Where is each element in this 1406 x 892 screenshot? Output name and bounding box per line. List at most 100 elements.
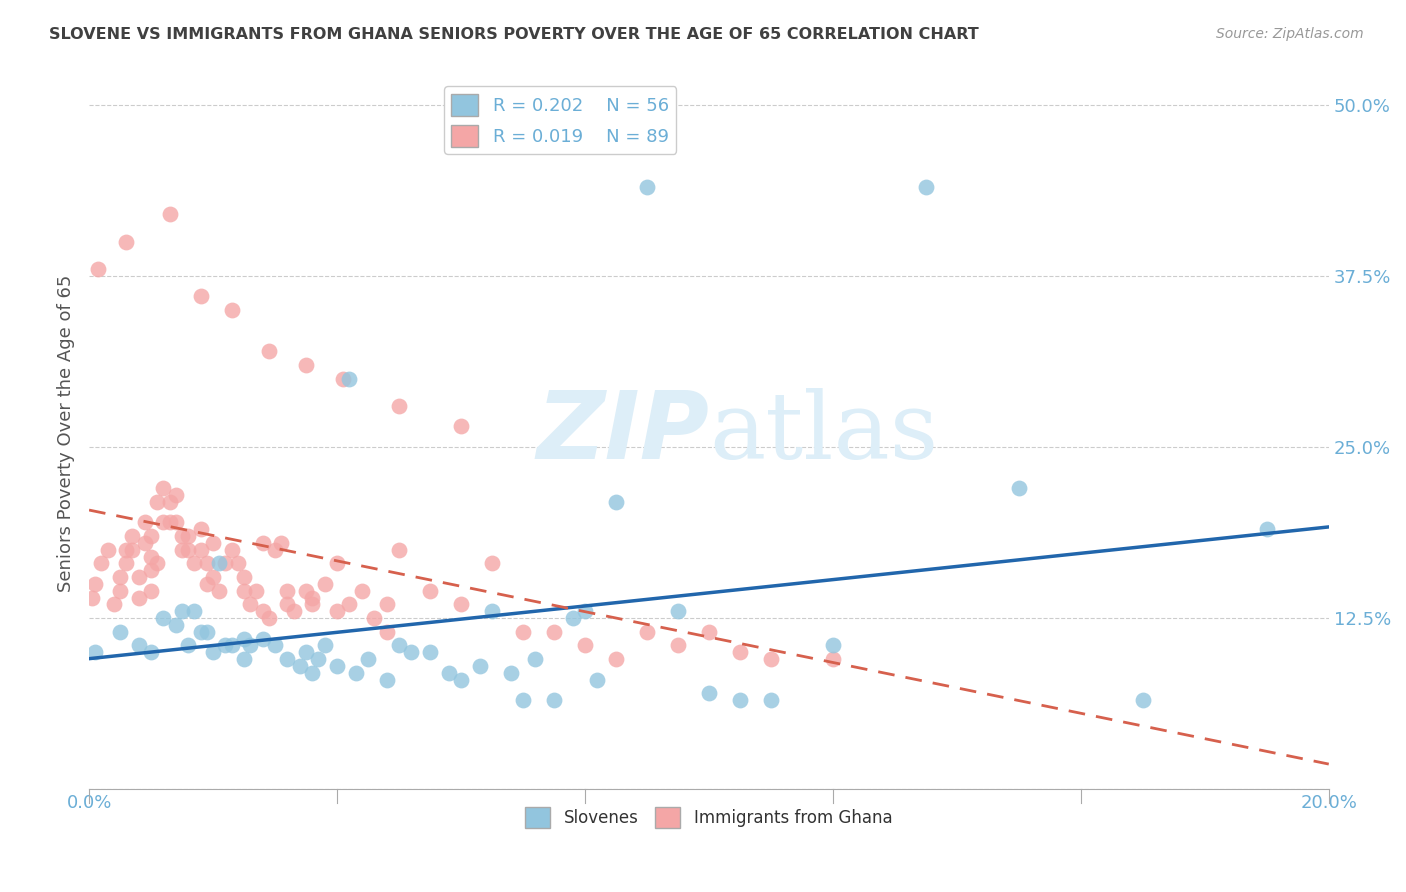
Point	[108, 624, 131, 639]
Point	[190, 624, 212, 639]
Point	[636, 624, 658, 639]
Point	[375, 673, 398, 687]
Point	[128, 591, 150, 605]
Point	[375, 624, 398, 639]
Point	[270, 536, 292, 550]
Point	[152, 611, 174, 625]
Point	[84, 577, 107, 591]
Point	[221, 542, 243, 557]
Point	[1256, 522, 1278, 536]
Point	[208, 557, 231, 571]
Point	[264, 542, 287, 557]
Text: ZIP: ZIP	[536, 387, 709, 479]
Point	[159, 516, 181, 530]
Point	[177, 542, 200, 557]
Point	[697, 686, 720, 700]
Point	[139, 645, 162, 659]
Point	[307, 652, 329, 666]
Point	[165, 488, 187, 502]
Point	[128, 639, 150, 653]
Point	[183, 604, 205, 618]
Point	[202, 570, 225, 584]
Point	[214, 639, 236, 653]
Point	[190, 289, 212, 303]
Point	[288, 659, 311, 673]
Point	[450, 419, 472, 434]
Point	[195, 557, 218, 571]
Point	[165, 516, 187, 530]
Point	[301, 591, 323, 605]
Point	[821, 652, 844, 666]
Point	[574, 639, 596, 653]
Point	[283, 604, 305, 618]
Point	[543, 693, 565, 707]
Point	[177, 639, 200, 653]
Point	[419, 645, 441, 659]
Point	[314, 639, 336, 653]
Y-axis label: Seniors Poverty Over the Age of 65: Seniors Poverty Over the Age of 65	[58, 275, 75, 592]
Point	[450, 598, 472, 612]
Point	[375, 598, 398, 612]
Point	[257, 344, 280, 359]
Point	[190, 522, 212, 536]
Point	[146, 495, 169, 509]
Point	[481, 604, 503, 618]
Point	[90, 557, 112, 571]
Point	[233, 652, 256, 666]
Point	[97, 542, 120, 557]
Point	[233, 632, 256, 646]
Point	[183, 557, 205, 571]
Point	[139, 563, 162, 577]
Point	[87, 262, 110, 277]
Point	[339, 598, 361, 612]
Point	[276, 583, 298, 598]
Point	[450, 673, 472, 687]
Point	[326, 604, 349, 618]
Legend: Slovenes, Immigrants from Ghana: Slovenes, Immigrants from Ghana	[519, 801, 898, 834]
Point	[108, 583, 131, 598]
Point	[605, 495, 627, 509]
Point	[295, 358, 318, 372]
Text: Source: ZipAtlas.com: Source: ZipAtlas.com	[1216, 27, 1364, 41]
Point	[326, 659, 349, 673]
Point	[401, 645, 423, 659]
Text: SLOVENE VS IMMIGRANTS FROM GHANA SENIORS POVERTY OVER THE AGE OF 65 CORRELATION : SLOVENE VS IMMIGRANTS FROM GHANA SENIORS…	[49, 27, 979, 42]
Point	[344, 665, 367, 680]
Point	[326, 557, 349, 571]
Point	[636, 180, 658, 194]
Point	[170, 529, 193, 543]
Point	[146, 557, 169, 571]
Point	[301, 665, 323, 680]
Point	[388, 542, 411, 557]
Point	[239, 598, 262, 612]
Point	[134, 516, 156, 530]
Point	[437, 665, 460, 680]
Point	[295, 645, 318, 659]
Point	[195, 577, 218, 591]
Point	[170, 604, 193, 618]
Point	[543, 624, 565, 639]
Point	[561, 611, 583, 625]
Point	[257, 611, 280, 625]
Point	[195, 624, 218, 639]
Point	[115, 557, 138, 571]
Point	[152, 481, 174, 495]
Point	[190, 542, 212, 557]
Point	[221, 639, 243, 653]
Point	[134, 536, 156, 550]
Point	[159, 495, 181, 509]
Point	[512, 693, 534, 707]
Point	[177, 529, 200, 543]
Point	[121, 542, 143, 557]
Point	[115, 542, 138, 557]
Point	[419, 583, 441, 598]
Point	[245, 583, 267, 598]
Point	[332, 371, 354, 385]
Point	[586, 673, 609, 687]
Point	[152, 516, 174, 530]
Point	[481, 557, 503, 571]
Point	[202, 536, 225, 550]
Point	[697, 624, 720, 639]
Point	[252, 536, 274, 550]
Point	[468, 659, 491, 673]
